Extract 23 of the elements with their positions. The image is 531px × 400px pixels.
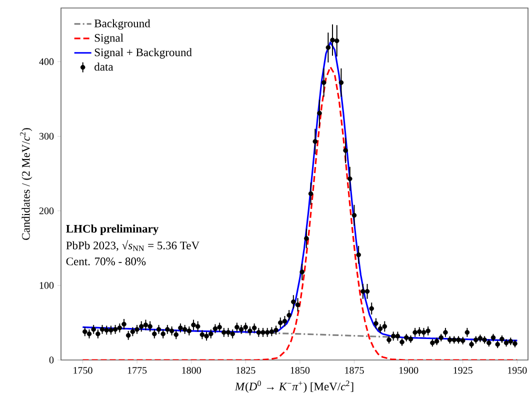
x-tick-label: 1800 (182, 367, 201, 374)
x-tick-label: 1875 (345, 367, 364, 374)
annotation: Cent. 70% - 80% (66, 258, 146, 266)
x-tick-label: 1850 (290, 367, 310, 374)
y-tick-label: 100 (40, 282, 54, 289)
y-tick-label: 400 (39, 58, 54, 66)
text: M(D$^{0}$ → K$^{−}$π$^{+}$) [MeV/c$^{2}$] (234, 380, 354, 393)
y-axis-title: Candidates / (2 MeV/c$^{2}$) (20, 128, 32, 240)
y-tick-label: 300 (39, 132, 54, 140)
legend-label: Signal (94, 34, 124, 44)
x-tick-label: 1750 (74, 367, 92, 374)
y-tick-label: 200 (39, 207, 54, 214)
x-tick-label: 1950 (508, 367, 527, 374)
x-tick-label: 1775 (128, 367, 147, 374)
legend-label: Signal + Background (94, 48, 192, 59)
annotation: LHCb preliminary (66, 224, 159, 235)
legend-label: data (94, 62, 114, 71)
annotation: PbPb 2023, √s$_{NN}$ = 5.36 TeV (66, 240, 200, 252)
x-tick-label: 1925 (454, 367, 472, 374)
x-tick-label: 1900 (399, 367, 418, 374)
legend-label: Background (94, 19, 150, 30)
x-tick-label: 1825 (236, 367, 256, 374)
y-tick-label: 0 (49, 356, 54, 364)
